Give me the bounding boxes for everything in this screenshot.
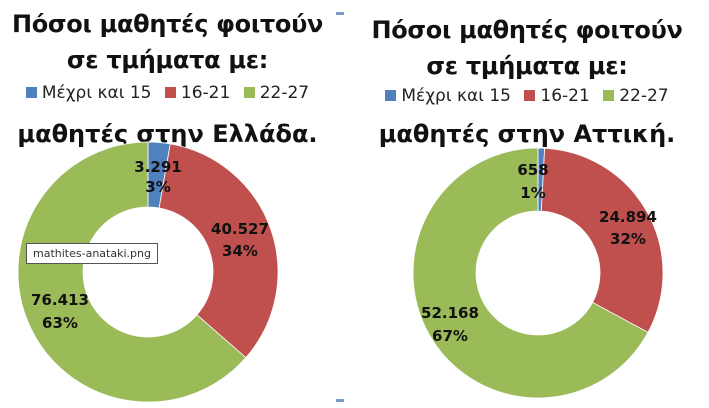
filename-tooltip: mathites-anataki.png: [26, 243, 158, 264]
label-pct-up-to-15: 3%: [145, 178, 170, 196]
legend-item-22-27: 22-27: [243, 83, 309, 103]
legend-swatch-red: [524, 90, 536, 101]
chart-legend: Μέχρι και 15 16-21 22-27: [345, 86, 709, 106]
label-pct-16-21: 32%: [610, 230, 646, 248]
donut-slice-16-21: [158, 143, 279, 359]
chart-title-line2: σε τμήματα με:: [426, 52, 628, 80]
chart-greece: Πόσοι μαθητές φοιτούν σε τμήματα με: Μέχ…: [0, 0, 335, 408]
label-value-16-21: 24.894: [599, 208, 657, 226]
donut-slices: [17, 141, 279, 403]
donut-chart-greece: 3.291 3% 40.527 34% 76.413 63%: [17, 141, 279, 403]
legend-swatch-red: [164, 87, 176, 98]
label-pct-16-21: 34%: [222, 242, 258, 260]
donut-chart-attica: 658 1% 24.894 32% 52.168 67%: [412, 147, 664, 399]
label-value-22-27: 76.413: [31, 291, 89, 309]
legend-item-up-to-15: Μέχρι και 15: [25, 83, 152, 103]
legend-swatch-green: [603, 90, 615, 101]
donut-slice-22-27: [17, 141, 247, 403]
donut-slices: [412, 147, 664, 399]
chart-title-line2: σε τμήματα με:: [66, 46, 269, 74]
chart-subtitle: μαθητές στην Αττική.: [378, 120, 676, 148]
legend-swatch-green: [243, 87, 255, 98]
chart-attica: Πόσοι μαθητές φοιτούν σε τμήματα με: Μέχ…: [345, 0, 709, 408]
legend-item-22-27: 22-27: [603, 86, 669, 106]
legend-swatch-blue: [385, 90, 397, 101]
label-value-up-to-15: 658: [517, 161, 548, 179]
legend-item-16-21: 16-21: [164, 83, 230, 103]
chart-title-line1: Πόσοι μαθητές φοιτούν: [371, 16, 683, 44]
resize-handle-bottom[interactable]: [336, 399, 344, 402]
legend-swatch-blue: [25, 87, 37, 98]
label-value-16-21: 40.527: [211, 220, 269, 238]
legend-item-up-to-15: Μέχρι και 15: [385, 86, 511, 106]
label-pct-22-27: 63%: [42, 314, 78, 332]
chart-legend: Μέχρι και 15 16-21 22-27: [0, 83, 335, 103]
label-value-22-27: 52.168: [421, 304, 479, 322]
donut-slice-22-27: [412, 147, 649, 399]
chart-title-line1: Πόσοι μαθητές φοιτούν: [11, 10, 324, 38]
legend-item-16-21: 16-21: [524, 86, 590, 106]
resize-handle-top[interactable]: [336, 12, 344, 15]
label-pct-22-27: 67%: [432, 327, 468, 345]
donut-slice-16-21: [540, 147, 664, 333]
label-pct-up-to-15: 1%: [520, 184, 545, 202]
label-value-up-to-15: 3.291: [134, 158, 181, 176]
